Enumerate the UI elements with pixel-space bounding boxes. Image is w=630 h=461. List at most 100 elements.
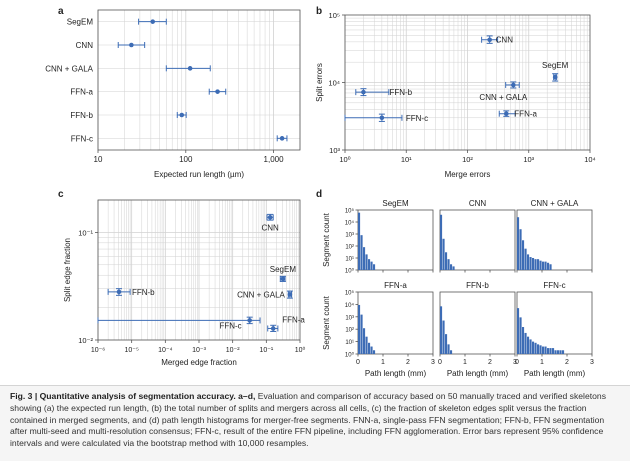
panel-d-ffn-a-ytick-label: 10⁰: [345, 352, 355, 359]
panel-d-cnn-gala-bar: [537, 259, 540, 270]
panel-d-ffn-c-bar: [539, 345, 542, 354]
panel-d-ffn-a-bar: [363, 328, 366, 354]
panel-d-ffn-b-bar: [450, 350, 453, 354]
panel-d-ffn-c-bar: [562, 350, 565, 354]
panel-d-segem-bar: [358, 212, 361, 270]
panel-a-category-label: SegEM: [67, 18, 94, 27]
panel-c-ffn-c-point: [247, 318, 252, 323]
panel-b-ffn-c-point: [379, 115, 385, 121]
panel-d-ffn-a-title: FFN-a: [384, 281, 407, 290]
panel-d-ffn-a-xtick-label: 2: [406, 359, 410, 366]
panel-d-cnn-gala-bar: [544, 261, 547, 270]
panel-d-cnn-bar: [452, 266, 455, 270]
panel-c-cnn-point: [267, 215, 273, 220]
panel-a-ffn-a-point: [215, 89, 220, 94]
panel-d-ffn-b-bar: [440, 306, 443, 354]
panel-b-segem-label: SegEM: [542, 61, 569, 70]
panel-c-ffn-a-label: FFN-a: [282, 315, 305, 324]
panel-d-ffn-b-title: FFN-b: [466, 281, 489, 290]
panel-d-ffn-b-xtick-label: 3: [513, 359, 517, 366]
panel-c-ytick-label: 10⁻¹: [78, 228, 93, 237]
panel-b-ffn-a-point: [503, 111, 509, 116]
panel-d-cnn-bar: [445, 252, 448, 270]
panel-d-ffn-c-bar: [547, 348, 550, 354]
panel-d-ffn-a-ytick-label: 10⁵: [345, 290, 355, 297]
panel-b-ffn-b-point: [361, 89, 366, 95]
panel-c-cnn-label: CNN: [261, 223, 279, 232]
panel-d-path-length-histograms: SegEM 10⁰ 10¹ 10² 10³ 10⁴ 10⁵ Segment count CNN C…: [322, 199, 594, 378]
panel-b-ytick-label: 10³: [329, 146, 340, 155]
panel-d-ffn-c-bar: [517, 308, 520, 354]
panel-d-ffn-a-bar: [365, 336, 368, 354]
panel-b-ffn-c-label: FFN-c: [406, 114, 428, 123]
panel-d-ffn-c-bar: [549, 348, 552, 354]
panel-c-y-axis-label: Split edge fraction: [63, 238, 72, 302]
panel-d-segem-ytick-label: 10²: [345, 245, 354, 251]
panel-d-cnn-gala-bar: [517, 217, 520, 270]
panel-d-ffn-a-bar: [360, 314, 363, 354]
caption-label: Fig. 3 | Quantitative analysis of segmen…: [10, 391, 256, 401]
panel-d-segem-y-axis-label: Segment count: [322, 212, 331, 267]
panel-d-cnn-gala-bar: [547, 262, 550, 270]
panel-d-cnn-gala-bar: [529, 257, 532, 270]
panel-a-xtick-label: 100: [179, 155, 193, 164]
panel-d-ffn-c-xtick-label: 3: [590, 359, 594, 366]
panel-d-ffn-b-x-axis-label: Path length (mm): [447, 369, 509, 378]
panel-c-xtick-label: 10⁻⁶: [91, 347, 105, 354]
panel-d-ffn-b-xtick-label: 2: [488, 359, 492, 366]
panel-b-split-merge-chart: 10⁰ 10¹ 10² 10³ 10⁴ 10³ 10⁴ 10⁵ Merge errors Spli…: [315, 11, 596, 179]
panel-d-cnn-gala-title: CNN + GALA: [531, 199, 579, 208]
panel-d-cnn-gala-bar: [539, 260, 542, 270]
panel-b-y-axis-label: Split errors: [315, 63, 324, 102]
panel-d-ffn-a-ytick-label: 10²: [345, 328, 354, 334]
panel-a-plot-frame: [97, 9, 301, 151]
panel-d-ffn-b-xtick-label: 1: [463, 359, 467, 366]
panel-d-ffn-a-bar: [358, 304, 361, 354]
panel-b-segem-point: [552, 74, 558, 80]
panel-d-ffn-b-bar: [447, 344, 450, 354]
panel-a-ffn-b-point: [179, 112, 185, 118]
panel-d-ffn-c-bar: [522, 327, 525, 354]
panel-b-xtick-label: 10²: [462, 155, 473, 164]
panel-a-category-label: CNN: [76, 41, 94, 50]
panel-a-category-label: CNN + GALA: [45, 64, 93, 73]
panel-c-xtick-label: 10⁰: [295, 346, 306, 354]
panel-d-segem-ytick-label: 10⁵: [345, 208, 355, 215]
panel-d-ffn-c-bar: [537, 344, 540, 354]
panel-b-cnn-label: CNN: [496, 36, 514, 45]
panel-d-cnn-gala-bar: [549, 264, 552, 270]
panel-d-ffn-a-bar: [373, 350, 376, 354]
panel-d-ffn-c-x-axis-label: Path length (mm): [524, 369, 586, 378]
panel-d-segem-ytick-label: 10¹: [345, 257, 354, 263]
panel-a-category-label: FFN-c: [71, 134, 93, 143]
panel-c-xtick-label: 10⁻⁵: [124, 347, 138, 354]
panel-c-ytick-label: 10⁻²: [78, 336, 93, 345]
figure-canvas: a b c d SegEM CNN CNN + GALA FFN-a FFN-b FFN-…: [45, 6, 596, 378]
panel-d-cnn-gala-bar: [522, 240, 525, 270]
panel-d-ffn-a-ytick-label: 10⁴: [345, 302, 355, 309]
panel-c-xtick-label: 10⁻³: [192, 347, 206, 354]
panel-d-cnn-bar: [450, 264, 453, 270]
panel-d-cnn-gala-bar: [534, 259, 537, 270]
panel-c-segem-point: [280, 276, 286, 282]
panel-d-segem-bar: [370, 261, 373, 270]
panel-d-ffn-c-bar: [559, 350, 562, 354]
panel-d-ffn-a-ytick-label: 10¹: [345, 340, 354, 346]
panel-a-category-label: FFN-b: [70, 111, 93, 120]
panel-c-ffn-b-point: [116, 289, 122, 295]
panel-d-ffn-a-ytick-label: 10³: [345, 315, 354, 321]
caption-text: Evaluation and comparison of accuracy ba…: [10, 391, 606, 449]
panel-d-cnn-gala-bar: [524, 248, 527, 270]
panel-c-cnn-gala-point: [287, 292, 293, 297]
panel-c-ffn-a-point: [270, 326, 276, 331]
panel-d-cnn-title: CNN: [469, 199, 487, 208]
panel-a-cnn-point: [129, 42, 134, 48]
panel-c-x-axis-label: Merged edge fraction: [161, 358, 237, 367]
panel-d-cnn-bar: [447, 259, 450, 270]
panel-c-ffn-b-label: FFN-b: [132, 288, 155, 297]
panel-d-ffn-a-bar: [370, 346, 373, 354]
panel-c-letter: c: [58, 189, 64, 200]
panel-d-ffn-c-bar: [532, 341, 535, 354]
panel-d-segem-ytick-label: 10⁴: [345, 220, 355, 227]
panel-d-cnn-gala-bar: [519, 229, 522, 270]
